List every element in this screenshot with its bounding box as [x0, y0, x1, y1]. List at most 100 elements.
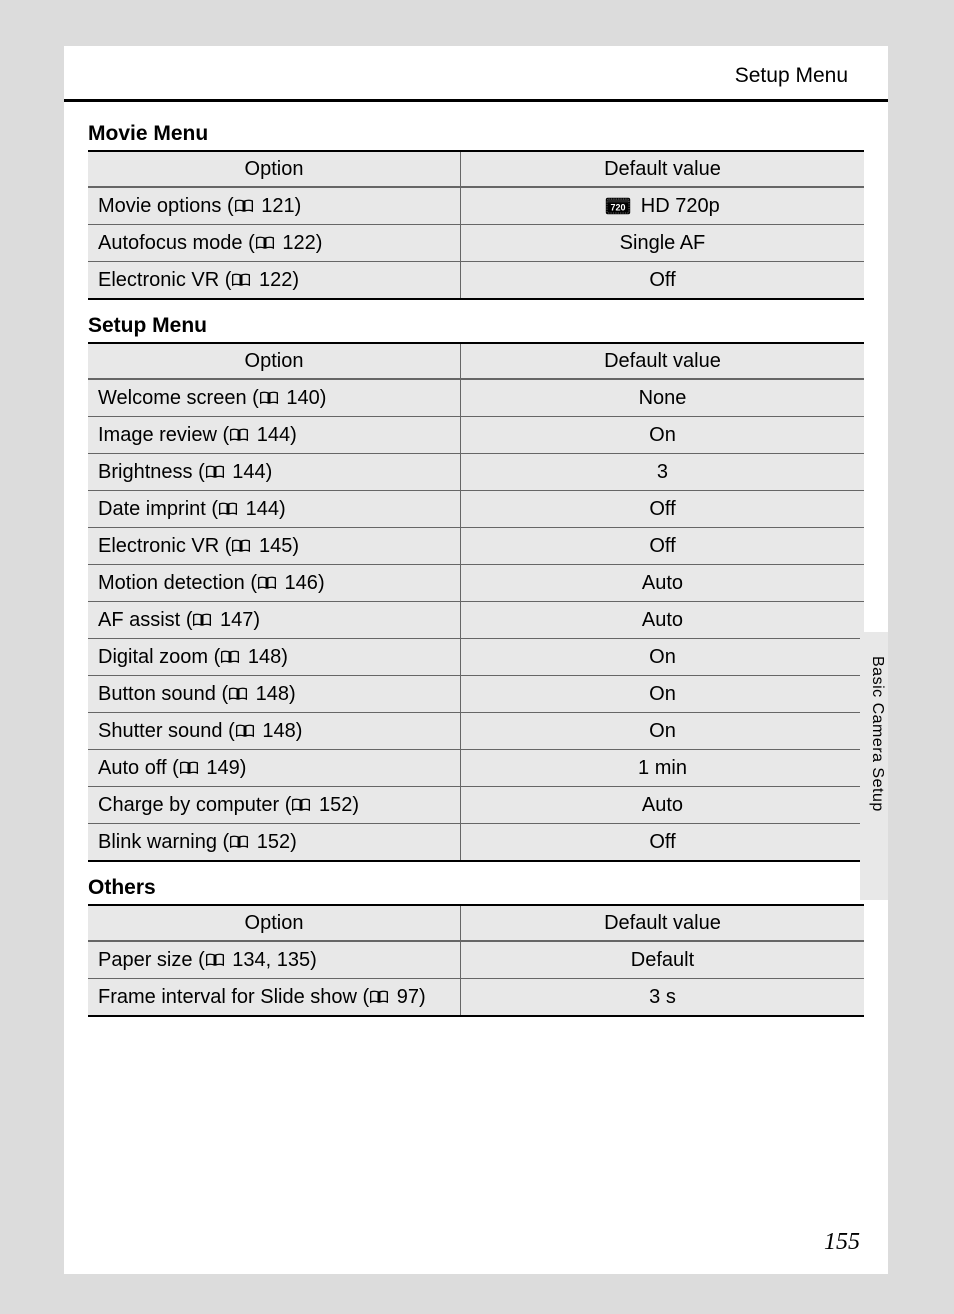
default-value: On — [649, 683, 676, 705]
option-cell: Digital zoom ( 148) — [88, 639, 460, 676]
option-label: Electronic VR — [98, 269, 219, 291]
table-row: Button sound ( 148) On — [88, 676, 864, 713]
option-label: Motion detection — [98, 572, 245, 594]
table-row: Electronic VR ( 122) Off — [88, 262, 864, 300]
option-label: Charge by computer — [98, 794, 279, 816]
default-value: Off — [649, 498, 675, 520]
option-cell: Motion detection ( 146) — [88, 565, 460, 602]
table-row: AF assist ( 147) Auto — [88, 602, 864, 639]
default-value: On — [649, 720, 676, 742]
page-ref-number: 148 — [250, 683, 289, 705]
option-cell: Image review ( 144) — [88, 417, 460, 454]
table-row: Charge by computer ( 152)Auto — [88, 787, 864, 824]
side-section-label: Basic Camera Setup — [862, 656, 886, 812]
table-row: Date imprint ( 144)Off — [88, 491, 864, 528]
option-cell: Welcome screen ( 140) — [88, 379, 460, 417]
default-value: Single AF — [620, 232, 706, 254]
page-ref-icon — [229, 835, 249, 849]
page-number: 155 — [824, 1229, 860, 1256]
col-header-option: Option — [88, 905, 460, 941]
col-header-default: Default value — [460, 343, 864, 379]
page-ref-number: 152 — [313, 794, 352, 816]
option-cell: Movie options ( 121) — [88, 187, 460, 225]
option-label: Image review — [98, 424, 217, 446]
page-reference: ( 134, 135) — [198, 949, 317, 971]
page-reference: ( 144) — [198, 461, 272, 483]
default-value-cell: Single AF — [460, 225, 864, 262]
hd-720p-icon: 720 — [605, 197, 631, 215]
page-reference: ( 122) — [248, 232, 322, 254]
page-reference: ( 148) — [228, 720, 302, 742]
section-title: Others — [88, 876, 864, 900]
page-ref-icon — [369, 990, 389, 1004]
page-reference: ( 97) — [363, 986, 426, 1008]
option-label: Autofocus mode — [98, 232, 243, 254]
default-value: On — [649, 424, 676, 446]
col-header-option: Option — [88, 343, 460, 379]
default-value-cell: Off — [460, 528, 864, 565]
page-ref-number: 122 — [277, 232, 316, 254]
option-cell: Frame interval for Slide show ( 97) — [88, 979, 460, 1017]
page-ref-icon — [218, 502, 238, 516]
default-value-cell: On — [460, 676, 864, 713]
default-value-cell: On — [460, 639, 864, 676]
option-cell: Electronic VR ( 145) — [88, 528, 460, 565]
option-label: AF assist — [98, 609, 180, 631]
svg-text:720: 720 — [611, 203, 626, 213]
default-value-cell: Auto — [460, 602, 864, 639]
default-value-cell: 3 — [460, 454, 864, 491]
page-reference: ( 147) — [186, 609, 260, 631]
option-label: Auto off — [98, 757, 167, 779]
option-label: Electronic VR — [98, 535, 219, 557]
option-label: Frame interval for Slide show — [98, 986, 357, 1008]
table-row: Digital zoom ( 148) On — [88, 639, 864, 676]
default-value: Off — [649, 535, 675, 557]
page-reference: ( 152) — [223, 831, 297, 853]
page-ref-icon — [234, 199, 254, 213]
default-value-cell: Auto — [460, 565, 864, 602]
default-value-cell: 1 min — [460, 750, 864, 787]
default-value-cell: On — [460, 417, 864, 454]
option-label: Digital zoom — [98, 646, 208, 668]
page-reference: ( 122) — [225, 269, 299, 291]
default-value: Off — [649, 831, 675, 853]
table-row: Electronic VR ( 145) Off — [88, 528, 864, 565]
option-cell: Button sound ( 148) — [88, 676, 460, 713]
default-value: Auto — [642, 572, 683, 594]
page-content: Movie MenuOptionDefault valueMovie optio… — [64, 102, 888, 1017]
default-value: Auto — [642, 794, 683, 816]
page-header: Setup Menu — [64, 46, 888, 102]
page-ref-number: 144 — [251, 424, 290, 446]
table-row: Paper size ( 134, 135)Default — [88, 941, 864, 979]
default-value: None — [639, 387, 687, 409]
option-label: Button sound — [98, 683, 216, 705]
option-cell: Shutter sound ( 148) — [88, 713, 460, 750]
page-ref-icon — [235, 724, 255, 738]
default-value: On — [649, 646, 676, 668]
col-header-default: Default value — [460, 905, 864, 941]
default-value-cell: 720 HD 720p — [460, 187, 864, 225]
page-header-title: Setup Menu — [735, 64, 848, 88]
table-row: Blink warning ( 152)Off — [88, 824, 864, 862]
page-ref-icon — [228, 687, 248, 701]
section-title: Movie Menu — [88, 122, 864, 146]
page-ref-icon — [205, 953, 225, 967]
option-cell: Auto off ( 149) — [88, 750, 460, 787]
defaults-table: OptionDefault valueMovie options ( 121)7… — [88, 150, 864, 300]
default-value-cell: 3 s — [460, 979, 864, 1017]
option-cell: Autofocus mode ( 122) — [88, 225, 460, 262]
table-row: Brightness ( 144)3 — [88, 454, 864, 491]
page-ref-icon — [231, 273, 251, 287]
page-ref-icon — [205, 465, 225, 479]
table-row: Shutter sound ( 148) On — [88, 713, 864, 750]
option-label: Welcome screen — [98, 387, 247, 409]
page-ref-number: 122 — [253, 269, 292, 291]
page-ref-number: 148 — [242, 646, 281, 668]
default-value: 3 — [657, 461, 668, 483]
default-value-cell: Off — [460, 262, 864, 300]
default-value: Auto — [642, 609, 683, 631]
page-ref-number: 147 — [214, 609, 253, 631]
page-reference: ( 121) — [227, 195, 301, 217]
table-row: Welcome screen ( 140) None — [88, 379, 864, 417]
page-reference: ( 146) — [250, 572, 324, 594]
